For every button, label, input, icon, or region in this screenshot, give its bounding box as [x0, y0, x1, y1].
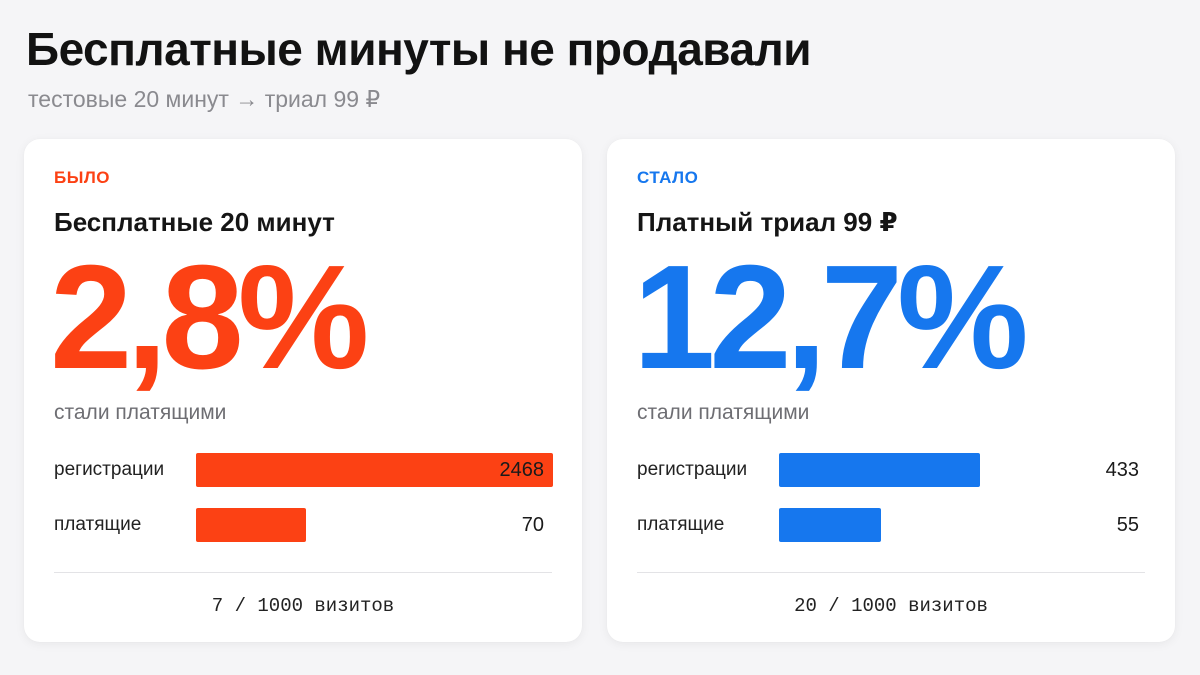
value-label-registrations: 433 [1105, 459, 1139, 481]
page-subtitle: тестовые 20 минут → триал 99 ₽ [28, 86, 381, 112]
bar-paying [779, 508, 881, 542]
headline-caption: стали платящими [54, 401, 227, 424]
headline-percent: 12,7% [633, 235, 1029, 400]
headline-caption: стали платящими [637, 401, 810, 424]
value-label-registrations: 2468 [499, 459, 545, 481]
value-label-paying: 55 [1116, 514, 1139, 536]
category-label-registrations: регистрации [54, 459, 165, 480]
card-tag: БЫЛО [54, 168, 111, 187]
divider [54, 572, 552, 573]
category-label-paying: платящие [637, 514, 725, 535]
footer-stat: 7 / 1000 визитов [211, 595, 395, 617]
bar-paying [196, 508, 306, 542]
card-after: СТАЛО Платный триал 99 ₽ 12,7% стали пла… [607, 139, 1175, 642]
footer-stat: 20 / 1000 визитов [794, 595, 988, 617]
card-title: Бесплатные 20 минут [54, 207, 335, 237]
divider [637, 572, 1145, 573]
card-title: Платный триал 99 ₽ [637, 207, 898, 237]
card-before: БЫЛО Бесплатные 20 минут 2,8% стали плат… [24, 139, 582, 642]
headline-percent: 2,8% [50, 235, 369, 400]
bar-registrations [779, 453, 980, 487]
category-label-paying: платящие [54, 514, 142, 535]
category-label-registrations: регистрации [637, 459, 748, 480]
page-title: Бесплатные минуты не продавали [26, 23, 812, 75]
value-label-paying: 70 [521, 514, 544, 536]
bar-registrations [196, 453, 553, 487]
card-tag: СТАЛО [637, 168, 699, 187]
